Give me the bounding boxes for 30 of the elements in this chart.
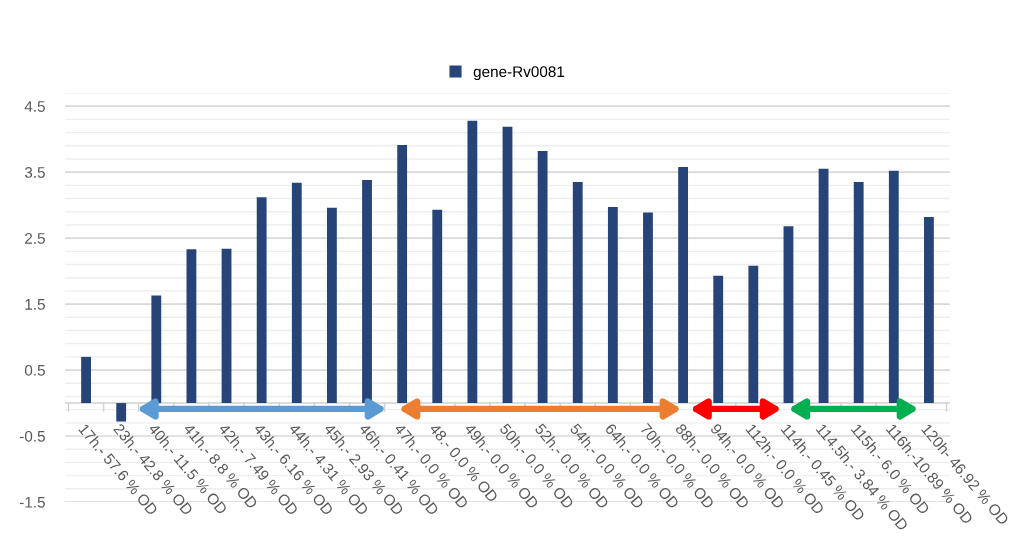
y-tick-label: 3.5 — [24, 167, 45, 178]
bar — [888, 170, 899, 404]
bar — [748, 265, 759, 404]
bar — [783, 226, 794, 404]
bar — [291, 182, 302, 404]
bar — [537, 151, 548, 404]
bar — [678, 166, 689, 404]
y-tick-label: -1.5 — [19, 497, 45, 508]
y-tick-label: 4.5 — [24, 101, 45, 112]
bar — [643, 212, 653, 404]
bar — [607, 207, 618, 404]
bar — [432, 209, 443, 404]
legend-label: gene-Rv0081 — [473, 66, 565, 81]
bar — [572, 182, 583, 404]
bar — [467, 120, 478, 404]
bar — [853, 182, 864, 404]
bar — [116, 403, 127, 422]
y-tick-label: -0.5 — [19, 430, 45, 442]
bar — [326, 207, 337, 404]
y-tick-label: 0.5 — [24, 364, 45, 376]
bar — [818, 168, 829, 404]
y-tick-label: 2.5 — [25, 233, 45, 244]
bar — [221, 248, 232, 404]
bar — [256, 197, 267, 404]
bar — [502, 126, 513, 404]
bar — [924, 217, 934, 404]
bar — [81, 356, 91, 404]
bar — [186, 249, 197, 404]
bar — [713, 275, 724, 404]
y-tick-label: 1.5 — [25, 299, 45, 310]
